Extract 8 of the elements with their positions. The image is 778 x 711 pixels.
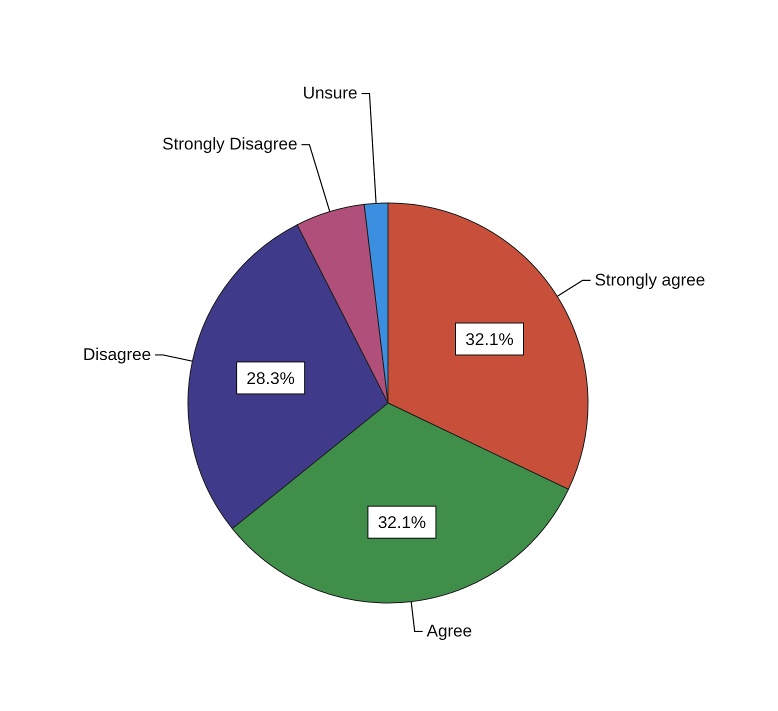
slice-label: Agree xyxy=(426,621,472,640)
data-label: 32.1% xyxy=(378,513,426,532)
slice-label: Unsure xyxy=(302,84,358,103)
slice-label: Disagree xyxy=(83,344,152,364)
data-label: 32.1% xyxy=(465,330,514,350)
slice-label: Strongly agree xyxy=(594,270,706,290)
slice-label: Strongly Disagree xyxy=(162,134,298,154)
data-label: 28.3% xyxy=(246,368,295,388)
